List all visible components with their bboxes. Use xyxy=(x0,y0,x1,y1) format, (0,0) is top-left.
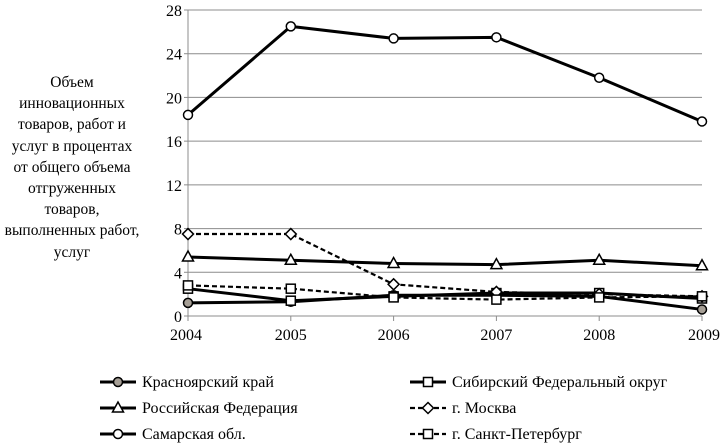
y-tick-label: 16 xyxy=(166,134,182,151)
y-tick-label: 0 xyxy=(174,309,182,326)
legend-marker xyxy=(112,428,124,440)
data-point xyxy=(491,294,502,305)
series-line xyxy=(188,232,703,298)
data-point xyxy=(181,249,195,262)
data-point xyxy=(593,292,605,303)
data-point xyxy=(592,252,606,266)
x-tick-label: 2004 xyxy=(170,327,202,344)
legend-label: Сибирский Федеральный округ xyxy=(452,374,668,391)
series-line xyxy=(187,24,703,123)
legend-marker xyxy=(422,376,434,388)
legend-marker xyxy=(112,376,124,388)
y-tick-label: 20 xyxy=(166,90,182,107)
x-tick-label: 2005 xyxy=(275,327,307,344)
data-point xyxy=(388,33,399,44)
y-tick-label: 12 xyxy=(166,178,182,195)
data-point xyxy=(182,109,194,121)
data-point xyxy=(181,227,195,241)
y-tick-label: 28 xyxy=(166,3,182,20)
y-tick-label: 24 xyxy=(166,47,182,64)
data-point xyxy=(386,255,401,269)
data-point xyxy=(696,291,708,302)
y-tick-label: 4 xyxy=(174,265,182,282)
data-point xyxy=(285,295,297,306)
legend-label: г. Санкт-Петербург xyxy=(452,426,582,443)
data-point xyxy=(285,283,297,294)
y-tick-label: 8 xyxy=(174,222,182,239)
data-point xyxy=(284,252,298,266)
legend-marker xyxy=(422,428,434,440)
data-point xyxy=(182,280,194,291)
legend-label: Красноярский край xyxy=(142,374,274,391)
data-point xyxy=(388,292,399,303)
data-point xyxy=(696,304,708,315)
legend-marker xyxy=(111,400,125,413)
data-point xyxy=(285,21,297,32)
data-point xyxy=(489,257,504,270)
data-point xyxy=(182,297,194,309)
legend-label: Самарская обл. xyxy=(142,426,246,443)
data-point xyxy=(284,227,298,241)
data-point xyxy=(593,72,605,84)
series-line xyxy=(187,255,703,268)
data-point xyxy=(695,258,709,271)
legend-marker xyxy=(421,401,435,415)
legend-label: Российская Федерация xyxy=(142,400,298,417)
x-tick-label: 2007 xyxy=(480,327,512,344)
y-axis-label: Объем инновационных товаров, работ и усл… xyxy=(4,74,140,261)
x-tick-label: 2008 xyxy=(583,327,615,344)
x-tick-label: 2006 xyxy=(378,327,410,344)
legend-label: г. Москва xyxy=(452,400,516,417)
x-tick-label: 2009 xyxy=(688,327,720,344)
series-line xyxy=(187,284,703,301)
data-point xyxy=(387,277,401,291)
data-point xyxy=(696,116,708,127)
data-point xyxy=(491,32,502,43)
